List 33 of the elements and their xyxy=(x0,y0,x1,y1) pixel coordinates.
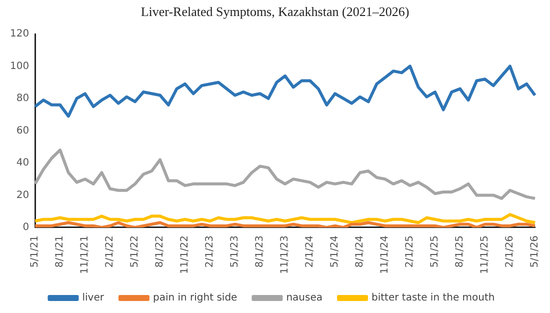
y-tick-label: 0 xyxy=(22,222,30,234)
legend-label: pain in right side xyxy=(152,292,238,304)
x-tick-label: 2/1/22 xyxy=(104,235,116,268)
x-tick-label: 8/1/22 xyxy=(154,235,166,268)
x-tick-label: 8/1/21 xyxy=(54,235,66,268)
x-tick-label: 5/1/22 xyxy=(130,235,141,268)
x-tick-label: 8/1/24 xyxy=(354,235,366,268)
x-tick-label: 5/1/25 xyxy=(430,235,441,268)
x-tick-label: 2/1/25 xyxy=(404,235,416,268)
x-tick-label: 11/1/23 xyxy=(280,235,291,274)
x-tick-label: 2/1/26 xyxy=(504,235,516,268)
y-tick-label: 60 xyxy=(16,125,30,136)
x-tick-label: 8/1/23 xyxy=(254,235,266,268)
x-tick-label: 2/1/23 xyxy=(204,235,216,268)
x-tick-label: 8/1/25 xyxy=(454,235,466,268)
y-tick-label: 40 xyxy=(16,158,30,169)
x-tick-label: 5/1/26 xyxy=(530,235,541,268)
x-tick-label: 2/1/24 xyxy=(304,235,316,268)
y-tick-label: 120 xyxy=(10,28,30,40)
x-tick-label: 5/1/24 xyxy=(330,235,341,268)
x-tick-label: 11/1/24 xyxy=(380,235,391,274)
legend-label: bitter taste in the mouth xyxy=(372,292,495,304)
x-tick-label: 11/1/21 xyxy=(80,235,91,274)
x-tick-label: 5/1/23 xyxy=(230,235,241,268)
x-tick-label: 11/1/22 xyxy=(180,235,191,274)
y-tick-label: 20 xyxy=(16,190,30,201)
y-tick-label: 80 xyxy=(16,93,30,104)
x-tick-label: 11/1/25 xyxy=(480,235,491,274)
legend-label: nausea xyxy=(286,292,322,304)
chart-title: Liver-Related Symptoms, Kazakhstan (2021–2026) xyxy=(140,3,410,21)
y-tick-label: 100 xyxy=(10,60,30,72)
legend-label: liver xyxy=(82,292,105,304)
x-tick-label: 5/1/21 xyxy=(30,235,41,268)
